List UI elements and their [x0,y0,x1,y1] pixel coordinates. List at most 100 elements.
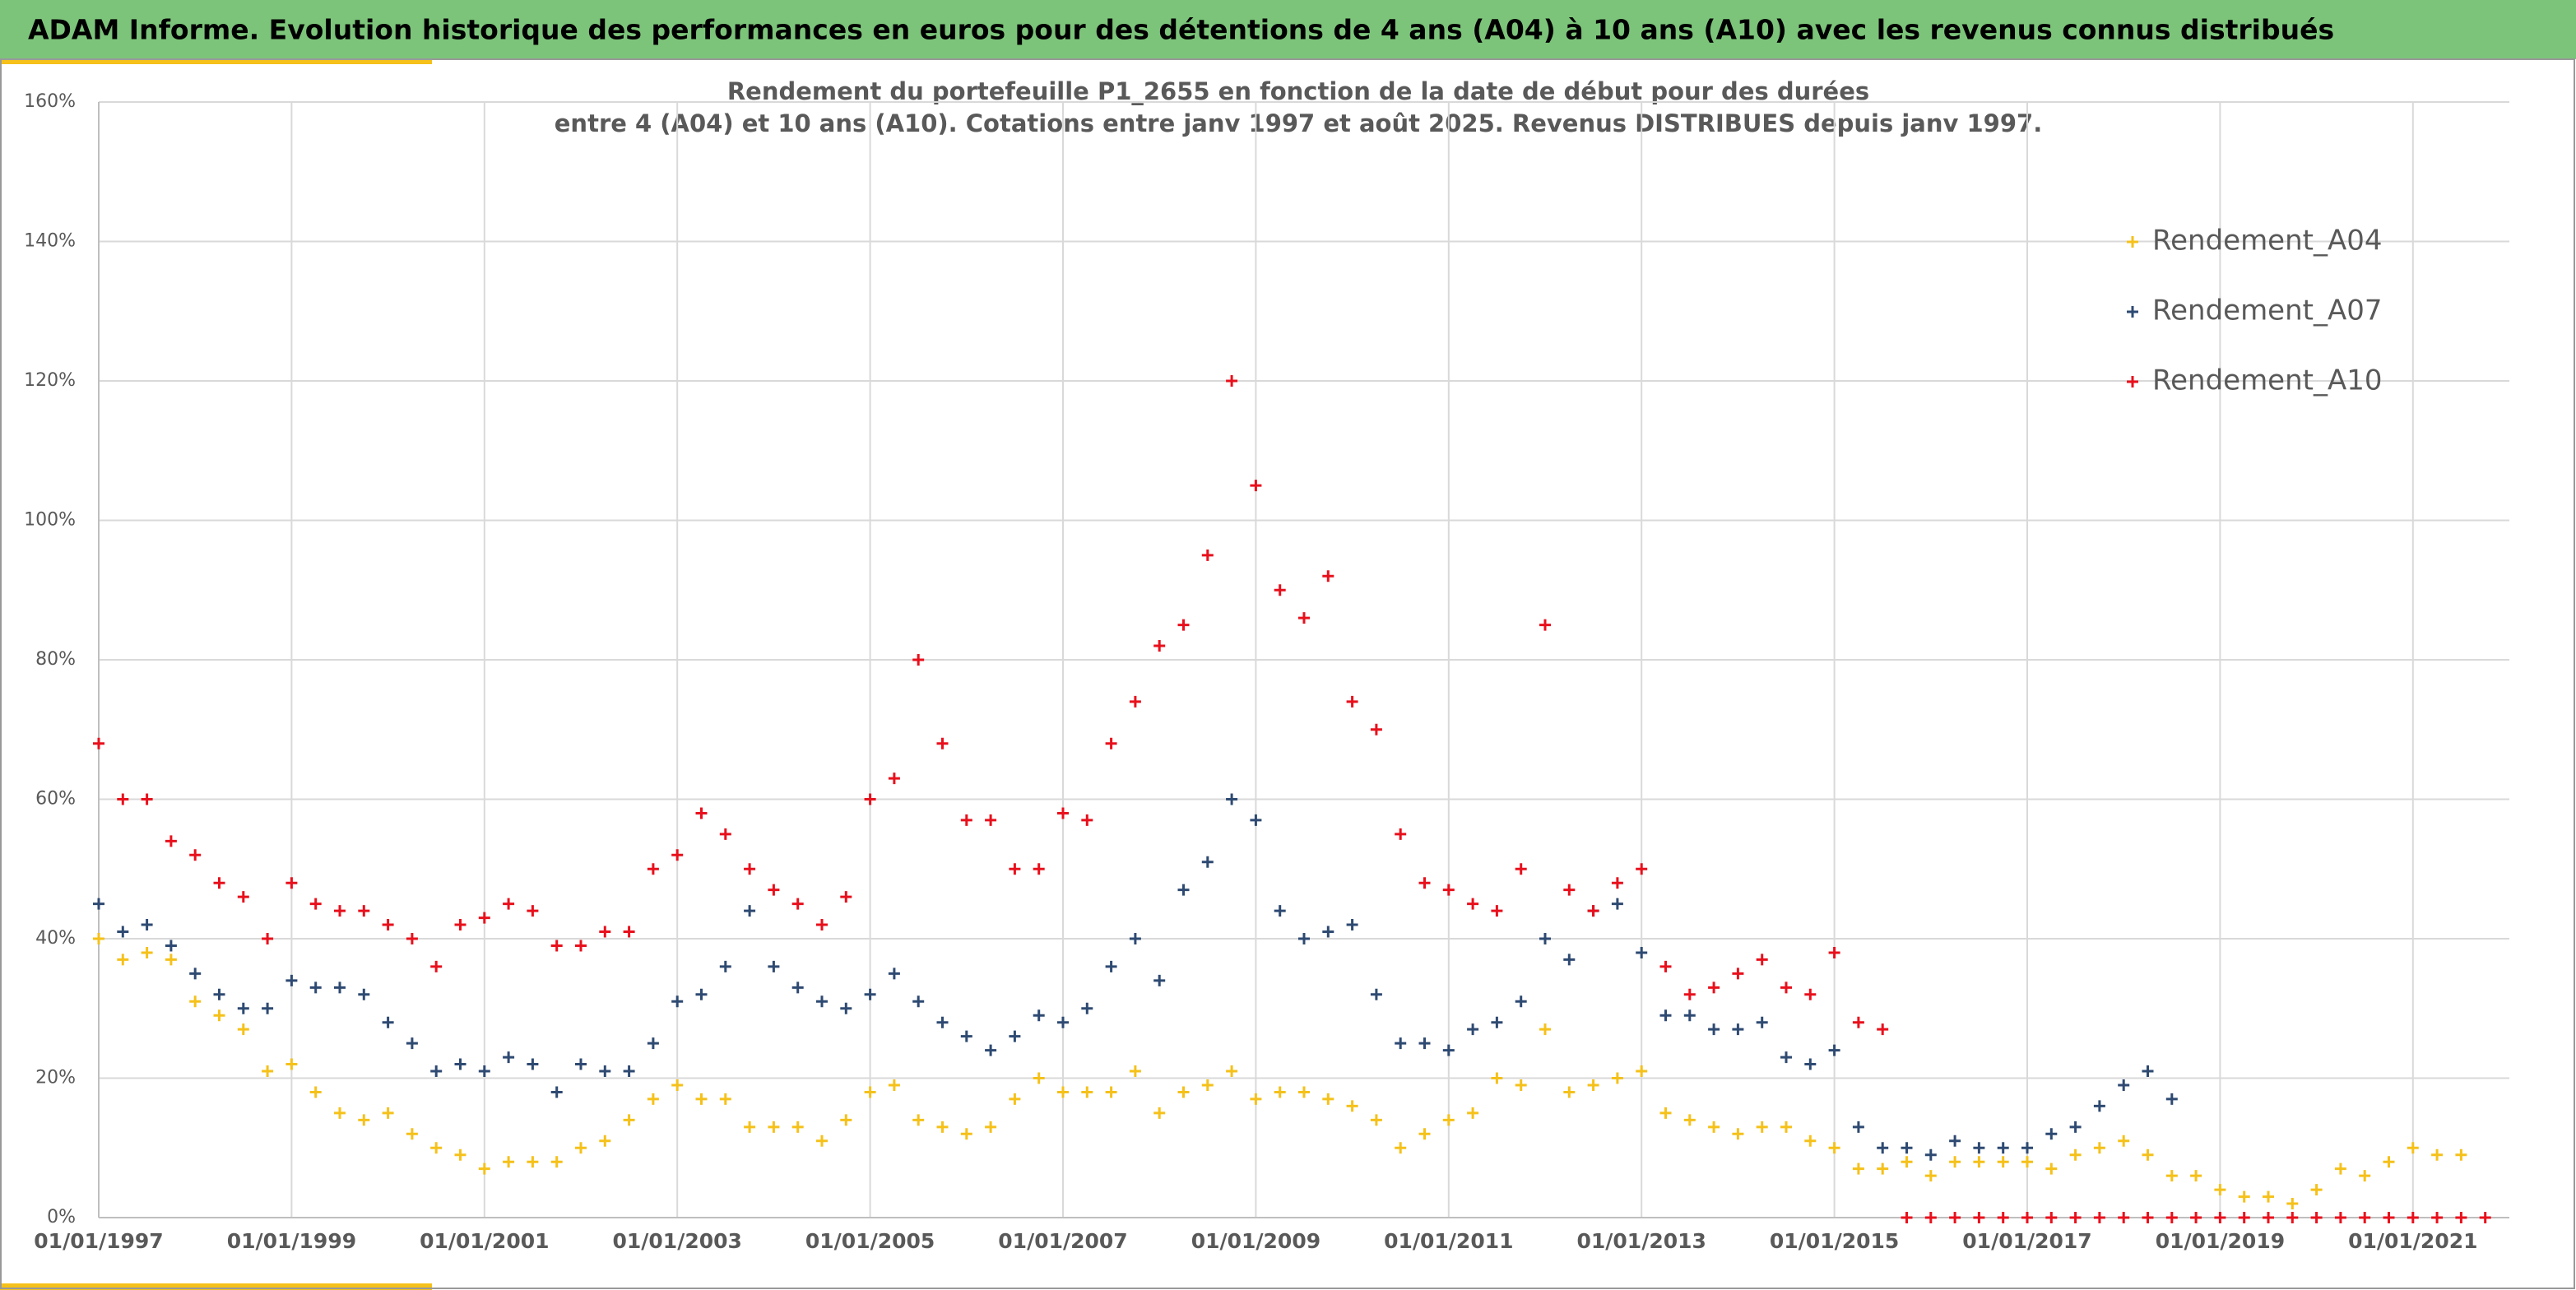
data-point [1828,1044,1840,1056]
data-point [2021,1142,2033,1154]
data-point [2118,1135,2130,1147]
data-point [1177,619,1190,631]
data-point [1515,995,1527,1008]
data-point [1683,1114,1696,1126]
data-point [599,926,611,938]
data-point [1732,968,1744,980]
data-point [864,793,876,805]
x-tick-label: 01/01/2003 [612,1229,741,1253]
data-point [1828,946,1840,958]
data-point [1298,612,1310,624]
chart-title: Rendement du portefeuille P1_2655 en fon… [727,77,1869,105]
data-point [1539,933,1551,944]
data-point [2045,1128,2058,1140]
data-point [936,1016,949,1028]
data-point [1563,884,1576,896]
data-point [1418,877,1431,889]
data-point [1611,877,1623,889]
data-point [1901,1212,1913,1223]
data-point [1201,856,1214,868]
data-point [1153,1107,1166,1119]
data-point [237,1023,249,1036]
data-point [1250,814,1262,826]
data-point [285,1058,298,1070]
data-point [2093,1100,2105,1112]
data-point [189,849,202,861]
data-point [141,946,153,958]
data-point [1322,926,1334,938]
data-point [2093,1212,2105,1223]
data-point [165,835,177,847]
x-tick-label: 01/01/2009 [1191,1229,1320,1253]
data-point [1611,1072,1623,1084]
data-point [1491,905,1503,917]
data-point [791,898,804,910]
data-point [2142,1065,2154,1078]
data-point [1226,375,1238,387]
data-point [117,793,129,805]
data-point [1467,1023,1479,1036]
data-point [334,1107,346,1119]
data-point [2263,1212,2274,1223]
x-tick-label: 01/01/1999 [227,1229,356,1253]
y-tick-label: 20% [35,1068,76,1088]
data-point [2431,1212,2444,1223]
data-point [575,1142,587,1154]
data-point [1177,884,1190,896]
data-point [262,1002,274,1014]
data-point [334,981,346,994]
data-point [165,954,177,966]
data-point [2165,1170,2178,1182]
data-point [1708,1121,1720,1133]
data-point [1636,863,1648,875]
data-point [2407,1212,2419,1223]
data-point [2142,1148,2154,1161]
data-point [189,968,202,980]
data-point [1659,1107,1672,1119]
y-tick-label: 80% [35,649,76,670]
data-point [2310,1184,2323,1196]
data-point [1852,1016,1864,1028]
data-point [1997,1212,2009,1223]
data-point [1949,1212,1961,1223]
data-point [358,905,370,917]
data-point [1924,1148,1937,1161]
data-point [1057,807,1069,819]
data-point [1129,933,1141,944]
data-point [1201,549,1214,561]
data-point [744,905,756,917]
data-point [1033,1009,1045,1022]
data-point [1659,960,1672,972]
data-point [2479,1212,2491,1223]
data-point [237,891,249,903]
data-point [213,1009,225,1022]
data-point [1009,1093,1021,1105]
data-point [382,1107,394,1119]
x-tick-label: 01/01/2007 [998,1229,1127,1253]
x-tick-label: 01/01/2015 [1770,1229,1899,1253]
data-point [503,1156,515,1168]
data-point [1395,1037,1407,1050]
data-point [1780,981,1792,994]
data-point [960,1128,972,1140]
data-point [888,968,900,980]
data-point [309,981,322,994]
data-point [262,1065,274,1078]
data-point [1732,1128,1744,1140]
data-point [1129,1065,1141,1078]
data-point [1877,1162,1889,1175]
legend-label: Rendement_A10 [2152,364,2383,397]
data-point [2334,1162,2346,1175]
data-point [2021,1156,2033,1168]
data-point [671,1079,684,1091]
x-tick-label: 01/01/2005 [805,1229,935,1253]
x-tick-label: 01/01/1997 [34,1229,163,1253]
data-point [936,1121,949,1133]
data-point [1274,584,1286,596]
page-title: ADAM Informe. Evolution historique des p… [28,14,2334,46]
data-point [1274,1086,1286,1098]
data-point [1973,1142,1985,1154]
data-point [1732,1023,1744,1036]
data-point [262,933,274,944]
